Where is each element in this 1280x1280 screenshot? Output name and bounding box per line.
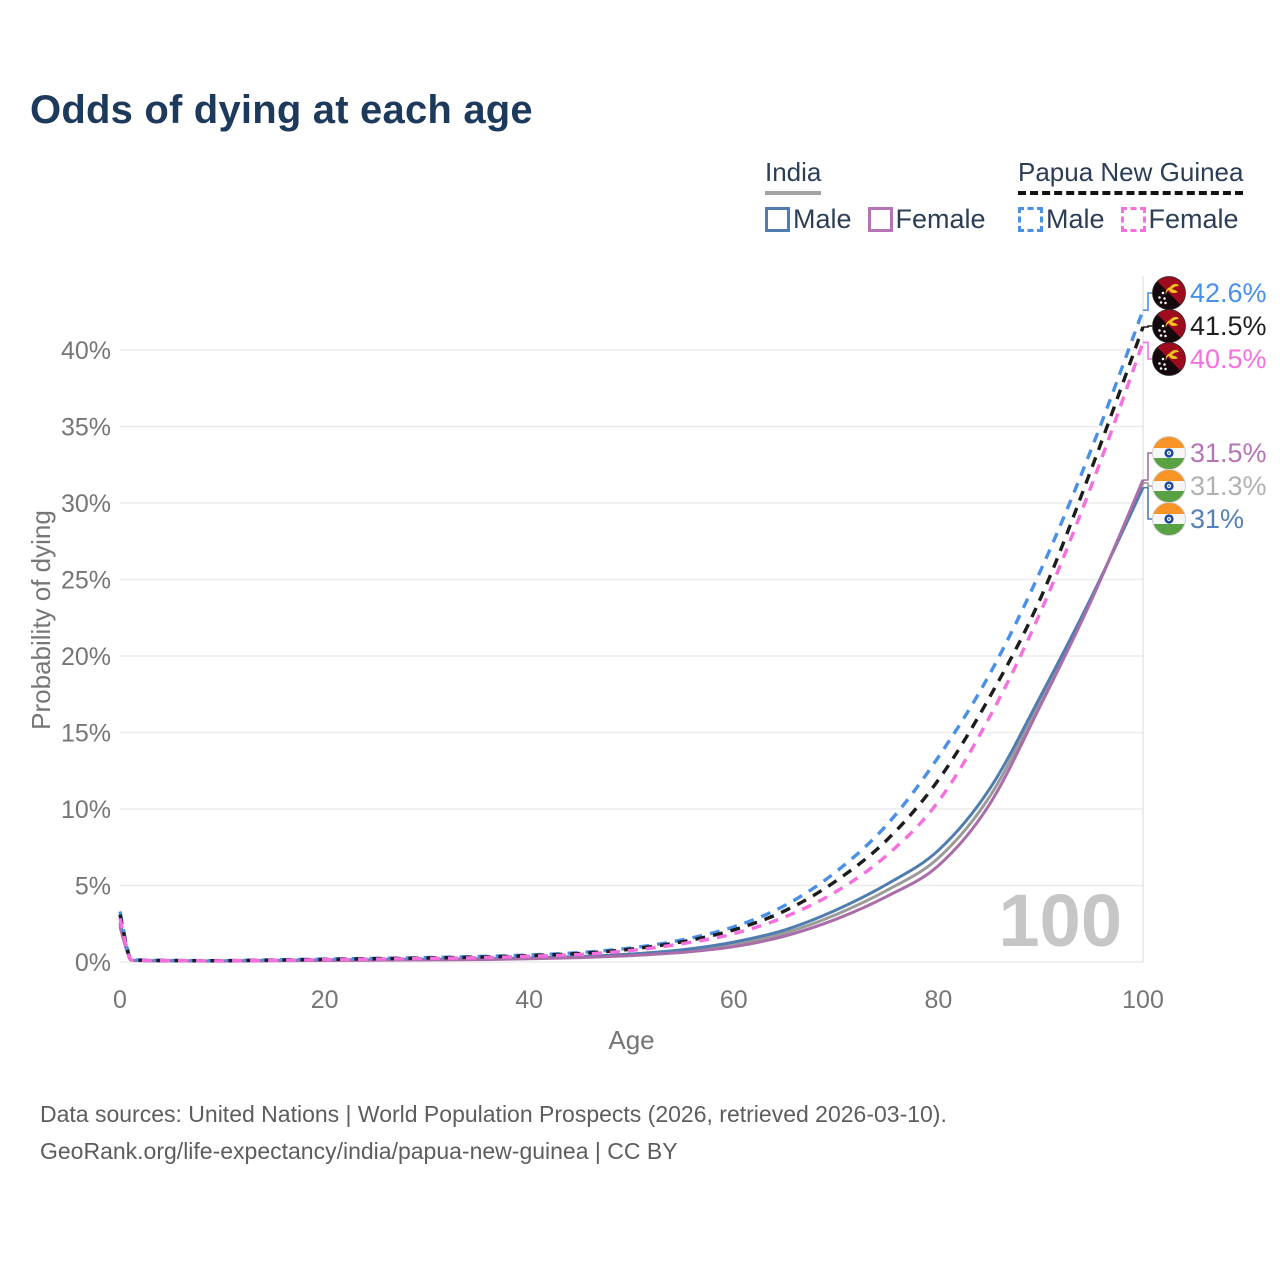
y-tick-label: 35% [61,414,111,442]
legend-group-india-title: India [765,158,822,195]
series-line-papua-new-guinea-total [118,326,1145,963]
legend-swatch-png-female [1120,207,1146,232]
end-value-label: 41.5% [1190,311,1267,341]
label-leader-line [1143,325,1152,328]
y-tick-label: 15% [61,720,111,748]
legend-label-png-female: Female [1148,204,1239,234]
end-label-papua-new-guinea-total: 41.5% [1143,309,1267,343]
end-value-label: 31.3% [1190,471,1267,501]
footer-line-2: GeoRank.org/life-expectancy/india/papua-… [40,1138,678,1164]
end-label-papua-new-guinea-female: 40.5% [1143,341,1267,376]
end-value-label: 40.5% [1190,344,1267,374]
india-flag-icon [1152,502,1186,536]
y-tick-label: 0% [75,949,111,977]
x-tick-label: 80 [924,986,952,1014]
end-label-india-male: 31% [1143,486,1244,536]
y-tick-label: 10% [61,796,111,824]
y-tick-label: 5% [75,873,111,901]
y-tick-label: 25% [61,567,111,595]
legend-group-png: Papua New Guinea Male Female [1018,158,1244,235]
label-leader-line [1143,292,1152,311]
legend-swatch-png-male [1018,207,1043,232]
legend-label-india-female: Female [895,204,986,234]
y-tick-label: 30% [61,490,111,518]
x-tick-label: 40 [515,986,543,1014]
india-flag-icon [1152,436,1186,470]
series-line-india-male [118,487,1145,963]
legend: India Male Female Papua New Guinea Male … [0,158,1280,248]
end-label-india-female: 31.5% [1143,436,1267,481]
label-leader-line [1143,452,1152,481]
y-axis-title: Probability of dying [26,510,56,730]
footer-line-1: Data sources: United Nations | World Pop… [40,1101,947,1127]
x-tick-label: 0 [113,986,127,1014]
age-watermark: 100 [999,879,1122,962]
y-tick-label: 40% [61,337,111,365]
india-flag-icon [1152,469,1186,503]
series-line-india-total [118,482,1145,963]
legend-swatch-india-female [867,207,893,232]
data-source-footer: Data sources: United Nations | World Pop… [40,1096,947,1170]
papua-new-guinea-flag-icon [1152,342,1186,376]
y-tick-label: 20% [61,643,111,671]
x-axis-title: Age [608,1025,654,1055]
legend-group-india: India Male Female [765,158,986,235]
legend-group-png-title: Papua New Guinea [1018,158,1244,195]
x-tick-label: 60 [720,986,748,1014]
x-tick-label: 20 [311,986,339,1014]
series-line-papua-new-guinea-female [118,341,1145,963]
page-title: Odds of dying at each age [30,88,533,132]
series-line-papua-new-guinea-male [118,309,1145,963]
papua-new-guinea-flag-icon [1152,276,1186,310]
label-leader-line [1143,482,1152,487]
label-leader-line [1143,341,1152,360]
x-tick-label: 100 [1122,986,1164,1014]
label-leader-line [1143,486,1152,520]
legend-label-png-male: Male [1046,204,1105,234]
end-value-label: 31.5% [1190,438,1267,468]
legend-label-india-male: Male [793,204,852,234]
papua-new-guinea-flag-icon [1152,309,1186,343]
legend-swatch-india-male [765,207,790,232]
end-label-papua-new-guinea-male: 42.6% [1143,276,1267,311]
end-value-label: 31% [1190,504,1244,534]
end-label-india-total: 31.3% [1143,469,1267,503]
end-value-label: 42.6% [1190,278,1267,308]
